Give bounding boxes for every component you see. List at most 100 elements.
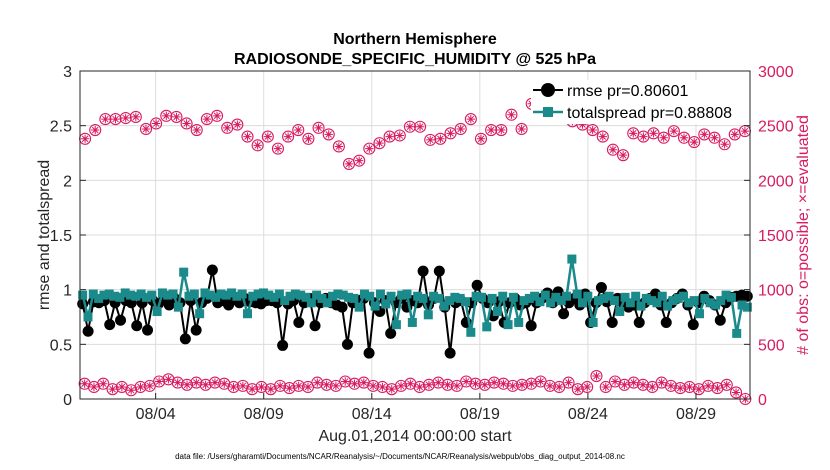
obs-evaluated-point <box>461 377 471 386</box>
obs-evaluated-point <box>253 141 262 150</box>
totalspread-point <box>274 289 284 299</box>
obs-evaluated-point <box>266 384 275 394</box>
y-axis-label-left: rmse and totalspread <box>36 160 53 310</box>
obs-possible-point <box>208 376 221 389</box>
obs-evaluated-point <box>582 382 592 392</box>
obs-possible-point <box>464 113 477 126</box>
totalspread-point <box>461 297 471 307</box>
right-y-axis: 0 500 1000 1500 2000 2500 3000 <box>744 64 794 409</box>
rmse-point <box>741 290 753 302</box>
rmse-point <box>293 316 305 328</box>
y-tick-label-right: 2500 <box>758 119 794 136</box>
obs-possible-point <box>311 376 324 389</box>
totalspread-point <box>684 298 694 308</box>
obs-possible-point <box>413 380 426 394</box>
obs-possible-point <box>119 111 132 125</box>
totalspread-point <box>418 293 428 303</box>
obs-evaluated-point <box>676 383 685 393</box>
data-file-footnote: data file: /Users/gharamti/Documents/NCA… <box>175 452 625 461</box>
y-tick-label-left: 3 <box>63 64 72 81</box>
obs-possible-point <box>251 139 264 152</box>
totalspread-point <box>221 290 231 300</box>
obs-evaluated-point <box>486 125 496 135</box>
obs-evaluated-point <box>434 378 443 387</box>
totalspread-point <box>530 291 540 301</box>
obs-evaluated-point <box>710 133 719 142</box>
rmse-point <box>471 279 483 291</box>
rmse-point <box>206 264 218 276</box>
obs-evaluated-point <box>99 379 108 388</box>
obs-evaluated-point <box>564 378 573 387</box>
legend-spread-label: totalspread pr=0.88808 <box>567 105 732 122</box>
obs-possible-point <box>414 120 427 133</box>
obs-possible-point <box>403 120 416 133</box>
obs-evaluated-point <box>275 381 285 391</box>
rmse-point <box>633 316 645 328</box>
obs-possible-point <box>129 110 142 123</box>
rmse-spread-series <box>77 254 753 359</box>
obs-possible-point <box>292 379 305 392</box>
obs-possible-point <box>636 378 650 391</box>
obs-evaluated-point <box>283 132 293 141</box>
totalspread-point <box>359 289 369 299</box>
obs-possible-point <box>454 122 467 135</box>
obs-possible-point <box>599 380 612 394</box>
obs-evaluated-point <box>694 384 704 394</box>
obs-evaluated-point <box>679 133 689 142</box>
obs-possible-point <box>562 376 575 389</box>
y-tick-label-right: 2000 <box>758 173 794 190</box>
totalspread-point <box>429 291 439 301</box>
obs-evaluated-point <box>172 112 181 122</box>
totalspread-point <box>163 290 173 300</box>
obs-possible-point <box>485 123 498 137</box>
obs-possible-point <box>441 378 454 391</box>
obs-evaluated-point <box>273 144 283 153</box>
totalspread-point <box>205 290 215 300</box>
obs-possible-point <box>271 142 285 155</box>
obs-evaluated-point <box>545 381 555 391</box>
totalspread-point <box>136 289 146 299</box>
totalspread-point <box>694 309 704 319</box>
totalspread-point <box>450 292 460 302</box>
rmse-point <box>417 265 429 277</box>
totalspread-point <box>285 291 295 301</box>
obs-possible-point <box>190 123 203 137</box>
obs-evaluated-point <box>639 132 648 141</box>
obs-possible-point <box>97 377 110 390</box>
rmse-point <box>606 316 618 328</box>
rmse-point <box>714 314 726 326</box>
obs-evaluated-point <box>476 134 486 143</box>
obs-possible-point <box>729 386 743 399</box>
totalspread-point <box>663 301 673 311</box>
obs-evaluated-point <box>136 382 145 392</box>
obs-possible-point <box>474 132 488 145</box>
totalspread-point <box>615 307 625 317</box>
obs-evaluated-point <box>620 380 629 389</box>
grid-lines <box>80 71 750 399</box>
obs-evaluated-point <box>666 381 676 391</box>
obs-evaluated-point <box>555 382 564 392</box>
totalspread-point <box>78 290 88 300</box>
totalspread-point <box>673 293 683 303</box>
obs-evaluated-point <box>446 129 455 138</box>
obs-evaluated-point <box>598 132 608 141</box>
totalspread-point <box>540 290 550 300</box>
obs-possible-point <box>590 369 603 383</box>
obs-possible-point <box>708 131 721 144</box>
totalspread-point <box>657 291 667 301</box>
totalspread-point <box>407 317 417 327</box>
totalspread-point <box>173 302 183 312</box>
totalspread-point <box>391 320 401 330</box>
obs-possible-point <box>255 380 268 394</box>
obs-evaluated-point <box>212 111 222 121</box>
obs-possible-point <box>150 117 163 130</box>
totalspread-point <box>551 292 561 302</box>
obs-possible-point <box>376 380 389 394</box>
totalspread-point <box>556 296 566 306</box>
totalspread-point <box>248 291 258 301</box>
totalspread-point <box>328 291 338 301</box>
obs-evaluated-point <box>649 129 658 138</box>
obs-evaluated-point <box>703 381 713 391</box>
obs-evaluated-point <box>480 380 489 389</box>
totalspread-point <box>503 320 513 330</box>
